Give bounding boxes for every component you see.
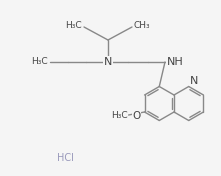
Text: N: N — [104, 57, 112, 67]
Text: HCl: HCl — [57, 153, 73, 163]
Text: H₃C: H₃C — [65, 21, 82, 30]
Text: CH₃: CH₃ — [134, 21, 151, 30]
Text: O: O — [133, 111, 141, 121]
Text: H₃C: H₃C — [31, 58, 48, 67]
Text: N: N — [190, 76, 198, 86]
Text: NH: NH — [167, 57, 184, 67]
Text: H₃C: H₃C — [111, 112, 128, 121]
